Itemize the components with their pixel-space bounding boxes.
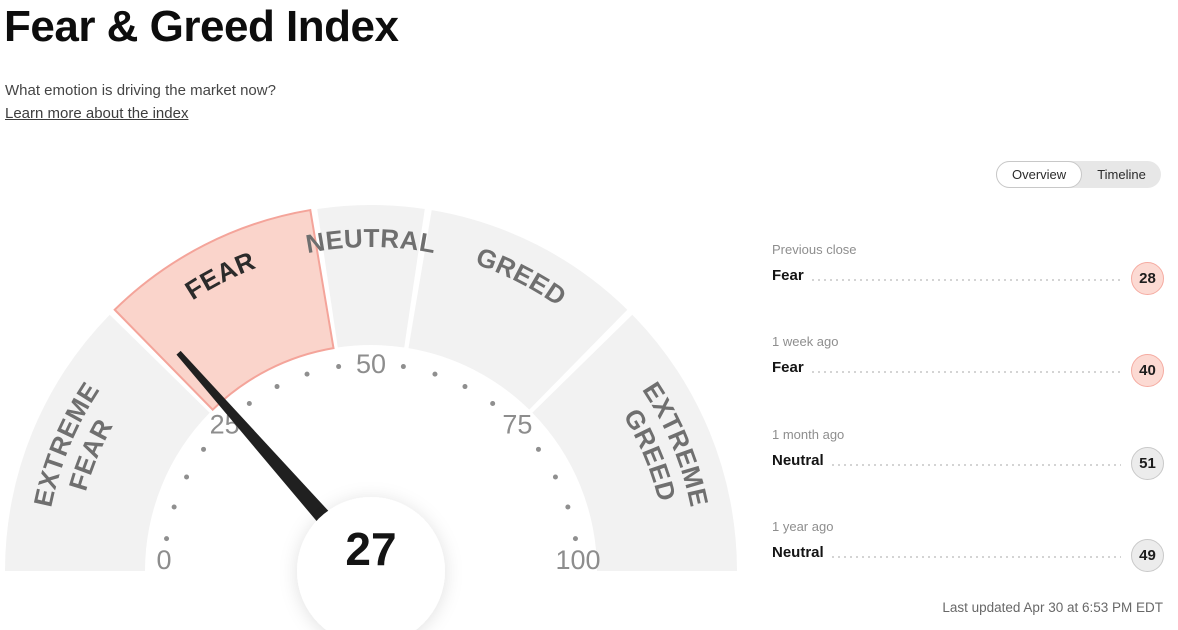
history-value-badge: 49 — [1131, 539, 1164, 572]
history-reading: Neutral — [772, 452, 824, 469]
toggle-overview[interactable]: Overview — [996, 161, 1083, 188]
gauge-tick-label: 75 — [502, 410, 532, 440]
gauge-tick-dot — [201, 446, 207, 452]
toggle-timeline[interactable]: Timeline — [1097, 167, 1146, 182]
history-period: Previous close — [772, 242, 857, 257]
page-title: Fear & Greed Index — [4, 2, 399, 51]
last-updated-text: Last updated Apr 30 at 6:53 PM EDT — [942, 600, 1163, 615]
fear-greed-gauge: EXTREME FEAR FEAR NEUTRAL GREED EXTREME GREED 0… — [0, 195, 745, 630]
dotted-leader — [811, 370, 1121, 373]
gauge-tick-dot — [304, 371, 310, 377]
page-subtitle: What emotion is driving the market now? — [5, 82, 276, 99]
gauge-tick-dot — [164, 536, 170, 542]
gauge-tick-label: 100 — [555, 545, 600, 575]
gauge-tick-dot — [565, 504, 571, 510]
gauge-segment-greed — [408, 210, 628, 410]
gauge-tick-label: 0 — [156, 545, 171, 575]
history-value-badge: 51 — [1131, 447, 1164, 480]
history-value-badge: 40 — [1131, 354, 1164, 387]
gauge-tick-label: 50 — [356, 349, 386, 379]
gauge-segment-fear — [113, 208, 335, 412]
history-period: 1 week ago — [772, 334, 839, 349]
gauge-segment-extreme-fear — [5, 314, 210, 571]
gauge-tick-dot — [184, 474, 190, 480]
gauge-needle — [176, 350, 365, 562]
learn-more-link[interactable]: Learn more about the index — [5, 105, 189, 122]
history-reading: Fear — [772, 359, 804, 376]
dotted-leader — [811, 278, 1121, 281]
gauge-tick-dot — [552, 474, 558, 480]
history-row-1-week: 1 week ago Fear 40 — [772, 334, 1164, 390]
gauge-tick-dot — [246, 401, 252, 407]
gauge-segment-extreme-greed — [532, 314, 737, 571]
history-row-1-month: 1 month ago Neutral 51 — [772, 427, 1164, 483]
gauge-tick-dot — [171, 504, 177, 510]
gauge-tick-dot — [432, 371, 438, 377]
gauge-center-circle — [297, 497, 445, 630]
gauge-tick-dot — [535, 446, 541, 452]
dotted-leader — [831, 463, 1121, 466]
history-period: 1 month ago — [772, 427, 845, 442]
view-toggle: Overview Timeline — [996, 161, 1161, 188]
gauge-tick-dot — [336, 364, 342, 370]
dotted-leader — [831, 555, 1121, 558]
gauge-tick-dot — [274, 384, 280, 390]
history-reading: Fear — [772, 267, 804, 284]
gauge-value: 27 — [345, 523, 396, 575]
history-period: 1 year ago — [772, 519, 834, 534]
gauge-tick-dot — [400, 364, 406, 370]
history-row-previous-close: Previous close Fear 28 — [772, 242, 1164, 298]
history-value-badge: 28 — [1131, 262, 1164, 295]
gauge-tick-dot — [462, 384, 468, 390]
gauge-tick-dot — [572, 536, 578, 542]
gauge-tick-dot — [490, 401, 496, 407]
history-reading: Neutral — [772, 544, 824, 561]
gauge-segment-neutral — [317, 205, 425, 348]
history-row-1-year: 1 year ago Neutral 49 — [772, 519, 1164, 575]
